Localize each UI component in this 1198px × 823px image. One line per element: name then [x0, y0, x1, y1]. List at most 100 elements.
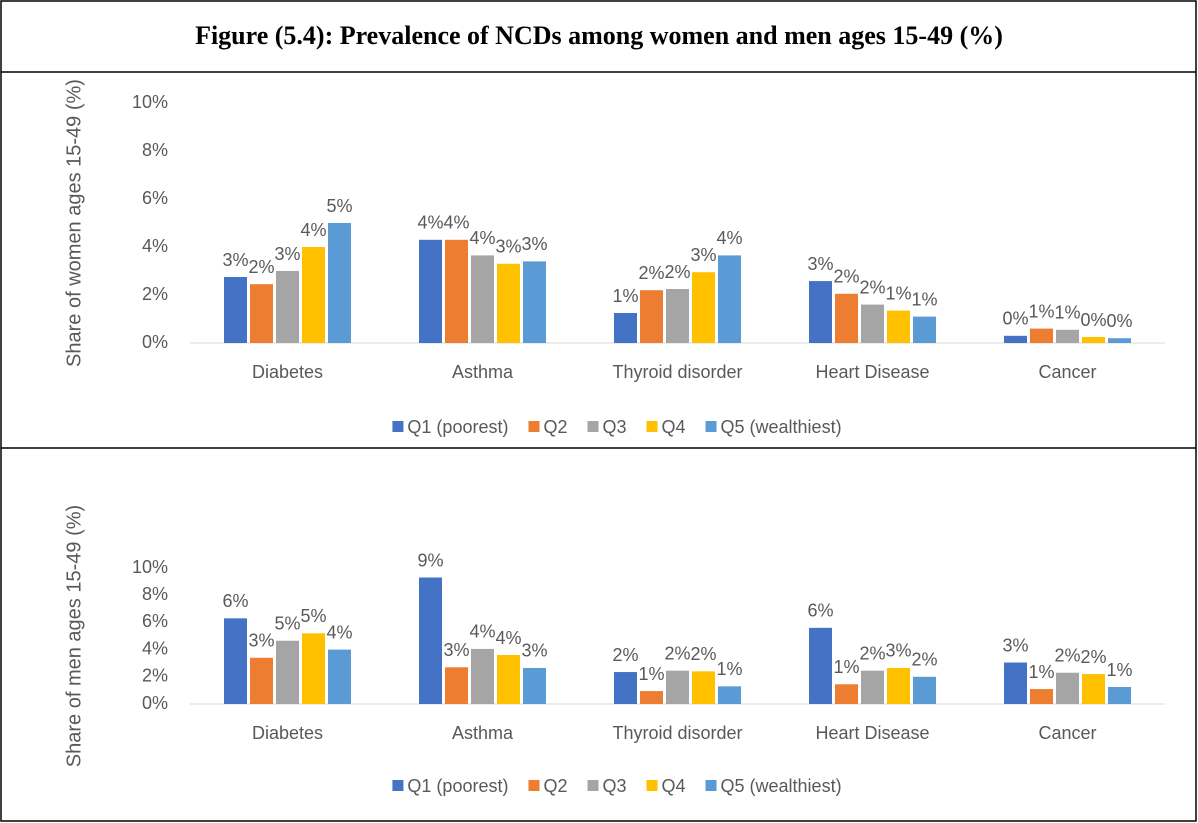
- y-tick-label: 4%: [142, 638, 168, 658]
- x-tick-label: Asthma: [452, 723, 514, 743]
- value-label: 3%: [690, 245, 716, 265]
- value-label: 4%: [443, 213, 469, 233]
- value-label: 3%: [1002, 635, 1028, 655]
- bar: [1004, 662, 1027, 704]
- x-tick-label: Heart Disease: [815, 723, 929, 743]
- bar: [861, 304, 884, 343]
- bar: [861, 670, 884, 704]
- value-label: 3%: [222, 250, 248, 270]
- bar: [913, 316, 936, 343]
- legend-label: Q3: [602, 776, 626, 796]
- bar: [1082, 674, 1105, 704]
- y-tick-label: 10%: [132, 92, 168, 112]
- bar: [614, 672, 637, 704]
- bar: [250, 284, 273, 343]
- bar: [1030, 328, 1053, 343]
- bar: [302, 247, 325, 343]
- value-label: 2%: [638, 263, 664, 283]
- bar: [809, 281, 832, 343]
- bar: [835, 293, 858, 343]
- bar: [640, 691, 663, 704]
- legend-swatch: [705, 421, 717, 432]
- value-label: 4%: [495, 628, 521, 648]
- bar: [419, 577, 442, 704]
- bar: [692, 272, 715, 343]
- y-tick-label: 6%: [142, 188, 168, 208]
- value-label: 3%: [521, 234, 547, 254]
- x-tick-label: Diabetes: [252, 362, 323, 382]
- y-tick-label: 6%: [142, 611, 168, 631]
- value-label: 2%: [612, 645, 638, 665]
- legend-swatch: [705, 780, 717, 791]
- value-label: 2%: [1080, 647, 1106, 667]
- legend-swatch: [528, 780, 540, 791]
- value-label: 3%: [443, 640, 469, 660]
- y-tick-label: 2%: [142, 284, 168, 304]
- bar: [497, 655, 520, 704]
- value-label: 1%: [911, 289, 937, 309]
- value-label: 1%: [1028, 301, 1054, 321]
- value-label: 2%: [248, 257, 274, 277]
- value-label: 2%: [664, 262, 690, 282]
- value-label: 4%: [417, 213, 443, 233]
- value-label: 1%: [833, 657, 859, 677]
- bar: [666, 289, 689, 343]
- legend-label: Q2: [543, 776, 567, 796]
- value-label: 1%: [1106, 660, 1132, 680]
- value-label: 1%: [612, 286, 638, 306]
- legend-label: Q2: [543, 417, 567, 437]
- x-tick-label: Cancer: [1038, 362, 1096, 382]
- value-label: 3%: [807, 254, 833, 274]
- bar: [1108, 687, 1131, 704]
- value-label: 3%: [248, 631, 274, 651]
- value-label: 2%: [859, 643, 885, 663]
- bar: [887, 667, 910, 704]
- value-label: 4%: [469, 228, 495, 248]
- bar: [471, 255, 494, 343]
- bar: [1056, 672, 1079, 704]
- bar: [1056, 329, 1079, 343]
- bar: [835, 684, 858, 704]
- value-label: 3%: [495, 237, 521, 257]
- bar: [419, 239, 442, 343]
- bar: [1108, 338, 1131, 343]
- legend-label: Q4: [662, 417, 686, 437]
- value-label: 0%: [1106, 311, 1132, 331]
- value-label: 1%: [638, 664, 664, 684]
- value-label: 5%: [326, 196, 352, 216]
- bar: [523, 667, 546, 704]
- bar: [471, 648, 494, 704]
- value-label: 2%: [911, 650, 937, 670]
- bar: [809, 627, 832, 704]
- value-label: 4%: [326, 622, 352, 642]
- value-label: 9%: [417, 550, 443, 570]
- value-label: 6%: [807, 601, 833, 621]
- legend-label: Q4: [662, 776, 686, 796]
- y-tick-label: 8%: [142, 140, 168, 160]
- bar: [250, 657, 273, 704]
- value-label: 2%: [1054, 645, 1080, 665]
- bar: [224, 277, 247, 343]
- bar: [614, 313, 637, 343]
- y-tick-label: 8%: [142, 584, 168, 604]
- bar: [913, 676, 936, 704]
- x-tick-label: Asthma: [452, 362, 514, 382]
- legend-label: Q5 (wealthiest): [721, 776, 842, 796]
- y-tick-label: 4%: [142, 236, 168, 256]
- legend-label: Q3: [602, 417, 626, 437]
- bar: [445, 667, 468, 704]
- y-tick-label: 10%: [132, 557, 168, 577]
- legend-label: Q1 (poorest): [407, 417, 508, 437]
- value-label: 4%: [469, 622, 495, 642]
- bar: [276, 271, 299, 343]
- legend-swatch: [587, 780, 599, 791]
- y-tick-label: 0%: [142, 332, 168, 352]
- value-label: 3%: [885, 641, 911, 661]
- bar: [224, 618, 247, 704]
- bar: [1082, 337, 1105, 343]
- value-label: 0%: [1002, 309, 1028, 329]
- value-label: 2%: [833, 267, 859, 287]
- value-label: 2%: [859, 277, 885, 297]
